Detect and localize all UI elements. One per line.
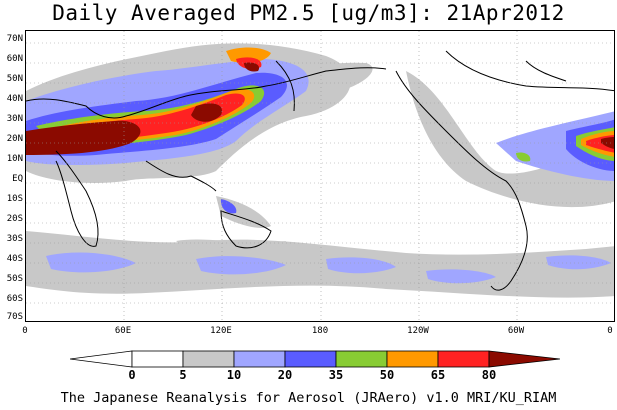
lon-label: 60W	[507, 326, 525, 336]
colorbar-segment-6	[386, 350, 439, 368]
colorbar-segment-7	[437, 350, 490, 368]
lat-label: 30N	[6, 114, 23, 124]
colorbar-segment-2	[182, 350, 235, 368]
colorbar-label: 20	[277, 368, 293, 382]
colorbar-label: 50	[379, 368, 395, 382]
lat-label: EQ	[12, 174, 23, 184]
lat-label: 60N	[6, 54, 23, 64]
colorbar-label: 80	[481, 368, 497, 382]
gridlines	[26, 31, 614, 321]
lon-label: 120W	[407, 326, 429, 336]
lat-label: 60S	[6, 294, 23, 304]
dark-red-concentration-layer	[26, 62, 614, 155]
colorbar-segment-0	[70, 350, 133, 368]
lat-label: 50S	[6, 274, 23, 284]
lat-label: 70N	[6, 34, 23, 44]
lat-label: 10N	[6, 154, 23, 164]
coastlines	[26, 50, 614, 291]
colorbar-segment-3	[233, 350, 286, 368]
colorbar-label: 10	[226, 368, 242, 382]
colorbar-label: 0	[128, 368, 136, 382]
lon-label: 180	[311, 326, 329, 336]
colorbar-label: 35	[328, 368, 344, 382]
lon-label: 0	[22, 326, 28, 336]
lat-label: 50N	[6, 74, 23, 84]
pm25-map	[25, 30, 615, 322]
lat-label: 40N	[6, 94, 23, 104]
lat-label: 20S	[6, 214, 23, 224]
colorbar-segment-4	[284, 350, 337, 368]
lon-label: 120E	[210, 326, 232, 336]
map-title: Daily Averaged PM2.5 [ug/m3]: 21Apr2012	[52, 1, 565, 25]
lat-label: 70S	[6, 312, 23, 322]
lon-label: 60E	[114, 326, 132, 336]
colorbar-segment-1	[131, 350, 184, 368]
lon-label: 0	[607, 326, 613, 336]
lat-label: 10S	[6, 194, 23, 204]
lat-label: 20N	[6, 134, 23, 144]
colorbar-segment-8	[488, 350, 560, 368]
colorbar-label: 5	[179, 368, 187, 382]
lat-label: 30S	[6, 234, 23, 244]
colorbar-label: 65	[430, 368, 446, 382]
lat-label: 40S	[6, 254, 23, 264]
colorbar-segment-5	[335, 350, 388, 368]
colorbar	[70, 350, 560, 368]
footer-credit: The Japanese Reanalysis for Aerosol (JRA…	[60, 390, 557, 406]
map-canvas	[26, 31, 614, 321]
